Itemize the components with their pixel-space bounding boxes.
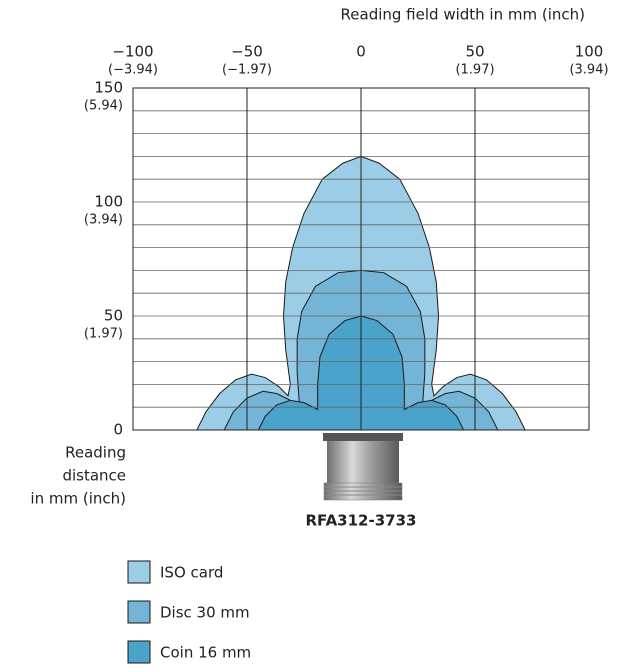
legend-swatch [128,601,150,623]
y-axis-title: distance [62,467,126,485]
x-tick-label-inch: (−1.97) [222,63,272,78]
legend-label: ISO card [160,564,223,582]
legend-swatch [128,641,150,663]
x-tick-label-inch: (3.94) [569,63,608,78]
y-tick-label-inch: (5.94) [84,99,123,114]
x-axis-title: Reading field width in mm (inch) [341,6,585,24]
x-tick-label: 50 [465,43,484,61]
x-tick-label: −100 [112,43,153,61]
legend-label: Coin 16 mm [160,644,251,662]
y-tick-label-inch: (1.97) [84,327,123,342]
device [323,433,403,500]
x-tick-label: 100 [575,43,604,61]
chart: Reading field width in mm (inch) Reading… [0,0,617,672]
x-tick-label: −50 [231,43,263,61]
y-tick-label: 150 [94,79,123,97]
y-axis-title: Reading [65,444,126,462]
y-tick-label: 100 [94,193,123,211]
legend-swatch [128,561,150,583]
device-label: RFA312-3733 [306,512,417,530]
x-tick-label-inch: (1.97) [455,63,494,78]
x-tick-label-inch: (−3.94) [108,63,158,78]
legend-label: Disc 30 mm [160,604,250,622]
y-axis-title: in mm (inch) [30,490,126,508]
y-tick-label: 50 [104,307,123,325]
y-tick-label-inch: (3.94) [84,213,123,228]
y-tick-label: 0 [113,421,123,439]
x-tick-label: 0 [356,43,366,61]
